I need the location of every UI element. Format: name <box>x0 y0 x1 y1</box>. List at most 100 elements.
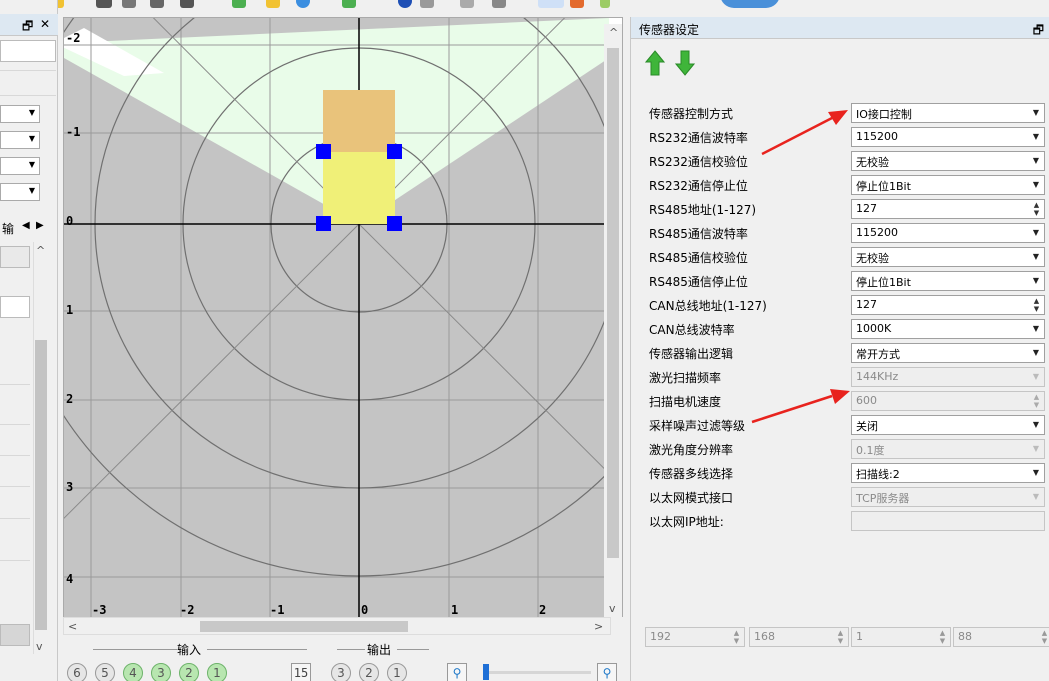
setting-dropdown[interactable]: 关闭 ▼ <box>851 415 1045 435</box>
toolbar-icon[interactable] <box>420 0 434 8</box>
setting-field[interactable] <box>851 511 1045 531</box>
toolbar-icon[interactable] <box>720 0 780 8</box>
corner-handle[interactable] <box>387 216 402 231</box>
toolbar-icon[interactable] <box>492 0 506 8</box>
restore-icon[interactable]: 🗗 <box>1032 23 1044 37</box>
plot-vertical-scrollbar[interactable]: ^ v <box>604 24 622 618</box>
toolbar-icon[interactable] <box>570 0 584 8</box>
chevron-down-icon[interactable]: ▼ <box>1032 156 1039 165</box>
left-panel-item[interactable] <box>0 296 30 318</box>
plot-horizontal-scrollbar[interactable]: < > <box>63 617 611 635</box>
spinner-icon[interactable]: ▲ ▼ <box>733 629 740 645</box>
chevron-down-icon[interactable]: ▼ <box>1032 444 1039 453</box>
left-panel-combo[interactable] <box>0 183 40 201</box>
spinner-icon[interactable]: ▲ ▼ <box>1041 629 1048 645</box>
zoom-in-button[interactable]: ⚲ <box>597 663 617 681</box>
setting-spinbox[interactable]: 127 ▲ ▼ <box>851 199 1045 219</box>
scroll-up-icon[interactable]: ^ <box>36 244 46 257</box>
toolbar-icon[interactable] <box>180 0 194 8</box>
ip-octet-field[interactable]: 88 ▲ ▼ <box>953 627 1049 647</box>
left-tab-label[interactable]: 输 <box>2 222 15 236</box>
setting-dropdown[interactable]: IO接口控制 ▼ <box>851 103 1045 123</box>
setting-spinbox[interactable]: 127 ▲ ▼ <box>851 295 1045 315</box>
left-tab-nav[interactable]: 输 ◀ ▶ <box>0 218 58 238</box>
spinner-icon[interactable]: ▲ ▼ <box>837 629 844 645</box>
corner-handle[interactable] <box>316 144 331 159</box>
setting-dropdown[interactable]: 0.1度 ▼ <box>851 439 1045 459</box>
chevron-down-icon[interactable]: ▼ <box>1032 468 1039 477</box>
setting-dropdown[interactable]: 无校验 ▼ <box>851 151 1045 171</box>
ip-octet-field[interactable]: 168 ▲ ▼ <box>749 627 849 647</box>
chevron-down-icon[interactable]: ▼ <box>1032 228 1039 237</box>
move-up-icon[interactable] <box>645 49 665 77</box>
left-panel-field[interactable] <box>0 40 56 62</box>
toolbar-icon[interactable] <box>150 0 164 8</box>
left-panel-item[interactable] <box>0 246 30 268</box>
toolbar-icon[interactable] <box>96 0 112 8</box>
scroll-up-icon[interactable]: ^ <box>609 26 619 39</box>
chevron-down-icon[interactable]: ▼ <box>1032 372 1039 381</box>
scroll-thumb[interactable] <box>607 48 619 558</box>
toolbar-icon[interactable] <box>398 0 412 8</box>
setting-dropdown[interactable]: 1000K ▼ <box>851 319 1045 339</box>
toolbar-icon[interactable] <box>266 0 280 8</box>
spinner-icon[interactable]: ▲ ▼ <box>1033 297 1040 313</box>
ip-octet-field[interactable]: 1 ▲ ▼ <box>851 627 951 647</box>
setting-dropdown[interactable]: 115200 ▼ <box>851 223 1045 243</box>
scroll-down-icon[interactable]: v <box>609 602 616 615</box>
toolbar-icon[interactable] <box>232 0 246 8</box>
toolbar-icon[interactable] <box>296 0 310 8</box>
toolbar-icon[interactable] <box>460 0 474 8</box>
zoom-slider[interactable] <box>483 664 591 680</box>
setting-dropdown[interactable]: 144KHz ▼ <box>851 367 1045 387</box>
scroll-right-icon[interactable]: > <box>594 620 604 633</box>
spinner-icon[interactable]: ▲ ▼ <box>1033 393 1040 409</box>
spinner-icon[interactable]: ▲ ▼ <box>1033 201 1040 217</box>
toolbar-icon[interactable] <box>122 0 136 8</box>
toolbar-icon[interactable] <box>342 0 356 8</box>
scan-plot[interactable]: -2 -1 0 1 2 3 4 -3 -2 -1 0 1 2 <box>63 17 624 618</box>
setting-dropdown[interactable]: 常开方式 ▼ <box>851 343 1045 363</box>
setting-spinbox[interactable]: 600 ▲ ▼ <box>851 391 1045 411</box>
chevron-down-icon[interactable]: ▼ <box>1032 276 1039 285</box>
scroll-thumb[interactable] <box>35 340 47 630</box>
chevron-down-icon[interactable]: ▼ <box>1032 252 1039 261</box>
left-panel-combo[interactable] <box>0 131 40 149</box>
scroll-thumb[interactable] <box>200 621 408 632</box>
zoom-out-button[interactable]: ⚲ <box>447 663 467 681</box>
spinner-icon[interactable]: ▲ ▼ <box>939 629 946 645</box>
move-down-icon[interactable] <box>675 49 695 77</box>
scroll-left-icon[interactable]: < <box>68 620 78 633</box>
left-panel-item[interactable] <box>0 624 30 646</box>
close-icon[interactable]: ✕ <box>40 17 51 31</box>
toolbar-icon[interactable] <box>600 0 610 8</box>
chevron-down-icon[interactable]: ▼ <box>1032 420 1039 429</box>
sensor-field[interactable] <box>323 152 395 224</box>
setting-dropdown[interactable]: 115200 ▼ <box>851 127 1045 147</box>
chevron-down-icon[interactable]: ▼ <box>1032 132 1039 141</box>
left-scrollbar[interactable]: ^ v <box>33 242 47 654</box>
corner-handle[interactable] <box>316 216 331 231</box>
setting-dropdown[interactable]: 停止位1Bit ▼ <box>851 175 1045 195</box>
tab-next-icon[interactable]: ▶ <box>36 220 44 231</box>
ip-octet-field[interactable]: 192 ▲ ▼ <box>645 627 745 647</box>
chevron-down-icon[interactable]: ▼ <box>1032 492 1039 501</box>
scan-plot-canvas[interactable]: -2 -1 0 1 2 3 4 -3 -2 -1 0 1 2 <box>64 18 624 618</box>
left-panel-combo[interactable] <box>0 157 40 175</box>
tab-prev-icon[interactable]: ◀ <box>22 220 30 231</box>
zoom-slider-handle[interactable] <box>483 664 489 680</box>
setting-dropdown[interactable]: TCP服务器 ▼ <box>851 487 1045 507</box>
chevron-down-icon[interactable]: ▼ <box>1032 180 1039 189</box>
chevron-down-icon[interactable]: ▼ <box>1032 348 1039 357</box>
sensor-body[interactable] <box>323 90 395 152</box>
scroll-down-icon[interactable]: v <box>36 640 43 653</box>
left-panel-combo[interactable] <box>0 105 40 123</box>
chevron-down-icon[interactable]: ▼ <box>1032 324 1039 333</box>
chevron-down-icon[interactable]: ▼ <box>1032 108 1039 117</box>
setting-dropdown[interactable]: 停止位1Bit ▼ <box>851 271 1045 291</box>
setting-dropdown[interactable]: 无校验 ▼ <box>851 247 1045 267</box>
setting-dropdown[interactable]: 扫描线:2 ▼ <box>851 463 1045 483</box>
toolbar-icon[interactable] <box>538 0 564 8</box>
restore-icon[interactable]: 🗗 <box>22 19 34 33</box>
corner-handle[interactable] <box>387 144 402 159</box>
